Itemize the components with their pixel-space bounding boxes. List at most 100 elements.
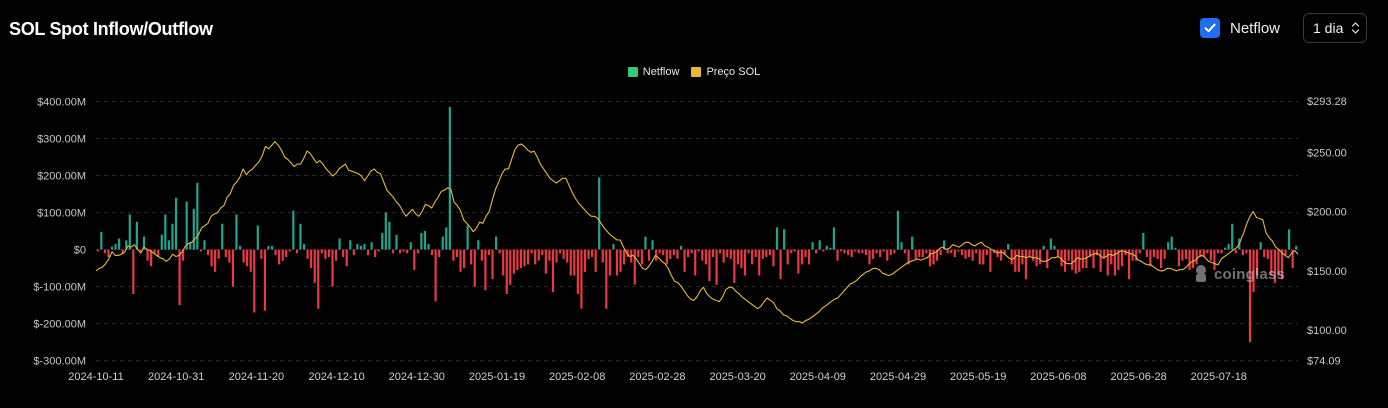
netflow-bar [800, 249, 804, 265]
legend-item-price[interactable]: Preço SOL [691, 66, 760, 78]
netflow-bar [672, 249, 675, 256]
netflow-bar [1127, 249, 1131, 280]
netflow-bar [96, 249, 99, 252]
netflow-bar [125, 240, 128, 250]
netflow-bar [1010, 249, 1013, 265]
netflow-bar [331, 249, 334, 287]
netflow-bar [253, 249, 256, 313]
netflow-bar [1284, 249, 1287, 256]
netflow-bar [1092, 249, 1095, 269]
netflow-bar [281, 249, 284, 261]
netflow-bar [1170, 236, 1173, 250]
netflow-bar [1188, 249, 1191, 270]
netflow-bar [1017, 249, 1020, 272]
netflow-bar [1028, 249, 1031, 258]
netflow-bar [879, 249, 882, 258]
netflow-bar [1241, 249, 1244, 256]
netflow-bar [615, 249, 619, 276]
netflow-bar [310, 249, 313, 269]
right-axis-tick-label: $293.28 [1307, 96, 1347, 108]
netflow-bar [512, 249, 515, 274]
legend-swatch-price [691, 67, 702, 77]
netflow-bar [868, 249, 871, 265]
netflow-bar [832, 227, 836, 250]
interval-select-value: 1 dia [1313, 20, 1344, 36]
watermark-text: coinglass [1214, 265, 1285, 283]
interval-select[interactable]: 1 dia [1303, 13, 1367, 43]
netflow-bar [836, 249, 839, 261]
netflow-bar [434, 249, 437, 302]
netflow-bar [480, 249, 483, 261]
netflow-bar [1031, 249, 1035, 261]
netflow-bar [334, 249, 338, 261]
netflow-bar [182, 249, 185, 261]
netflow-bar [477, 240, 480, 250]
netflow-bar [1014, 249, 1017, 272]
left-axis-tick-label: $-100.00M [33, 282, 86, 294]
netflow-bar [366, 249, 370, 256]
netflow-bar [142, 236, 146, 250]
netflow-bar [526, 249, 530, 265]
netflow-bar [768, 249, 772, 256]
netflow-bar [1280, 249, 1284, 280]
netflow-bar [107, 249, 110, 258]
netflow-bar [946, 249, 949, 254]
netflow-bar [825, 245, 828, 250]
netflow-bar [655, 249, 658, 261]
netflow-bar [651, 240, 654, 250]
netflow-bar [697, 249, 700, 252]
netflow-bar [903, 249, 907, 254]
netflow-bar [455, 249, 459, 258]
netflow-bar [1063, 249, 1067, 272]
netflow-bar [875, 249, 878, 254]
netflow-bar [601, 249, 604, 263]
netflow-bar [231, 249, 235, 287]
x-axis-tick-label: 2025-07-18 [1191, 371, 1247, 383]
netflow-bar [583, 249, 587, 272]
netflow-bar [676, 249, 679, 259]
netflow-bar [935, 249, 939, 261]
netflow-checkbox[interactable] [1200, 18, 1220, 38]
netflow-bar [150, 249, 153, 267]
netflow-bar [1248, 249, 1252, 343]
netflow-bar [896, 210, 900, 250]
netflow-bar [1095, 249, 1099, 256]
netflow-bar [985, 249, 988, 256]
netflow-bar [160, 234, 163, 250]
netflow-bar [430, 249, 434, 256]
netflow-bar [1003, 249, 1006, 256]
netflow-bar [733, 249, 736, 283]
netflow-bar [1295, 245, 1298, 250]
netflow-toggle[interactable]: Netflow [1200, 18, 1280, 38]
netflow-bar [989, 249, 992, 272]
netflow-bar [256, 225, 259, 250]
netflow-bar [548, 249, 551, 261]
netflow-bar [1209, 249, 1212, 261]
netflow-bar [722, 249, 725, 263]
netflow-bar [534, 249, 537, 265]
netflow-bar [729, 249, 732, 259]
x-axis-tick-label: 2024-12-10 [308, 371, 364, 383]
netflow-bar [1259, 242, 1262, 250]
x-axis-tick-label: 2025-03-20 [709, 371, 765, 383]
netflow-bar [302, 244, 306, 250]
left-axis-tick-label: $100.00M [37, 208, 86, 220]
left-axis-tick-label: $0 [74, 245, 86, 257]
netflow-bar [1252, 249, 1255, 293]
legend-item-netflow[interactable]: Netflow [627, 66, 679, 78]
netflow-bar [132, 249, 135, 295]
netflow-bar [313, 249, 316, 283]
netflow-bar [864, 249, 868, 256]
netflow-bar [793, 249, 796, 252]
netflow-bar [164, 214, 167, 250]
netflow-bar [409, 242, 412, 250]
netflow-bar [957, 249, 960, 252]
netflow-bar [921, 249, 924, 258]
x-axis-tick-label: 2024-11-20 [229, 371, 284, 383]
legend-swatch-netflow [627, 67, 638, 77]
netflow-bar [118, 238, 121, 250]
netflow-bar [1060, 249, 1063, 267]
netflow-bar [850, 249, 853, 258]
netflow-bar [704, 249, 707, 265]
